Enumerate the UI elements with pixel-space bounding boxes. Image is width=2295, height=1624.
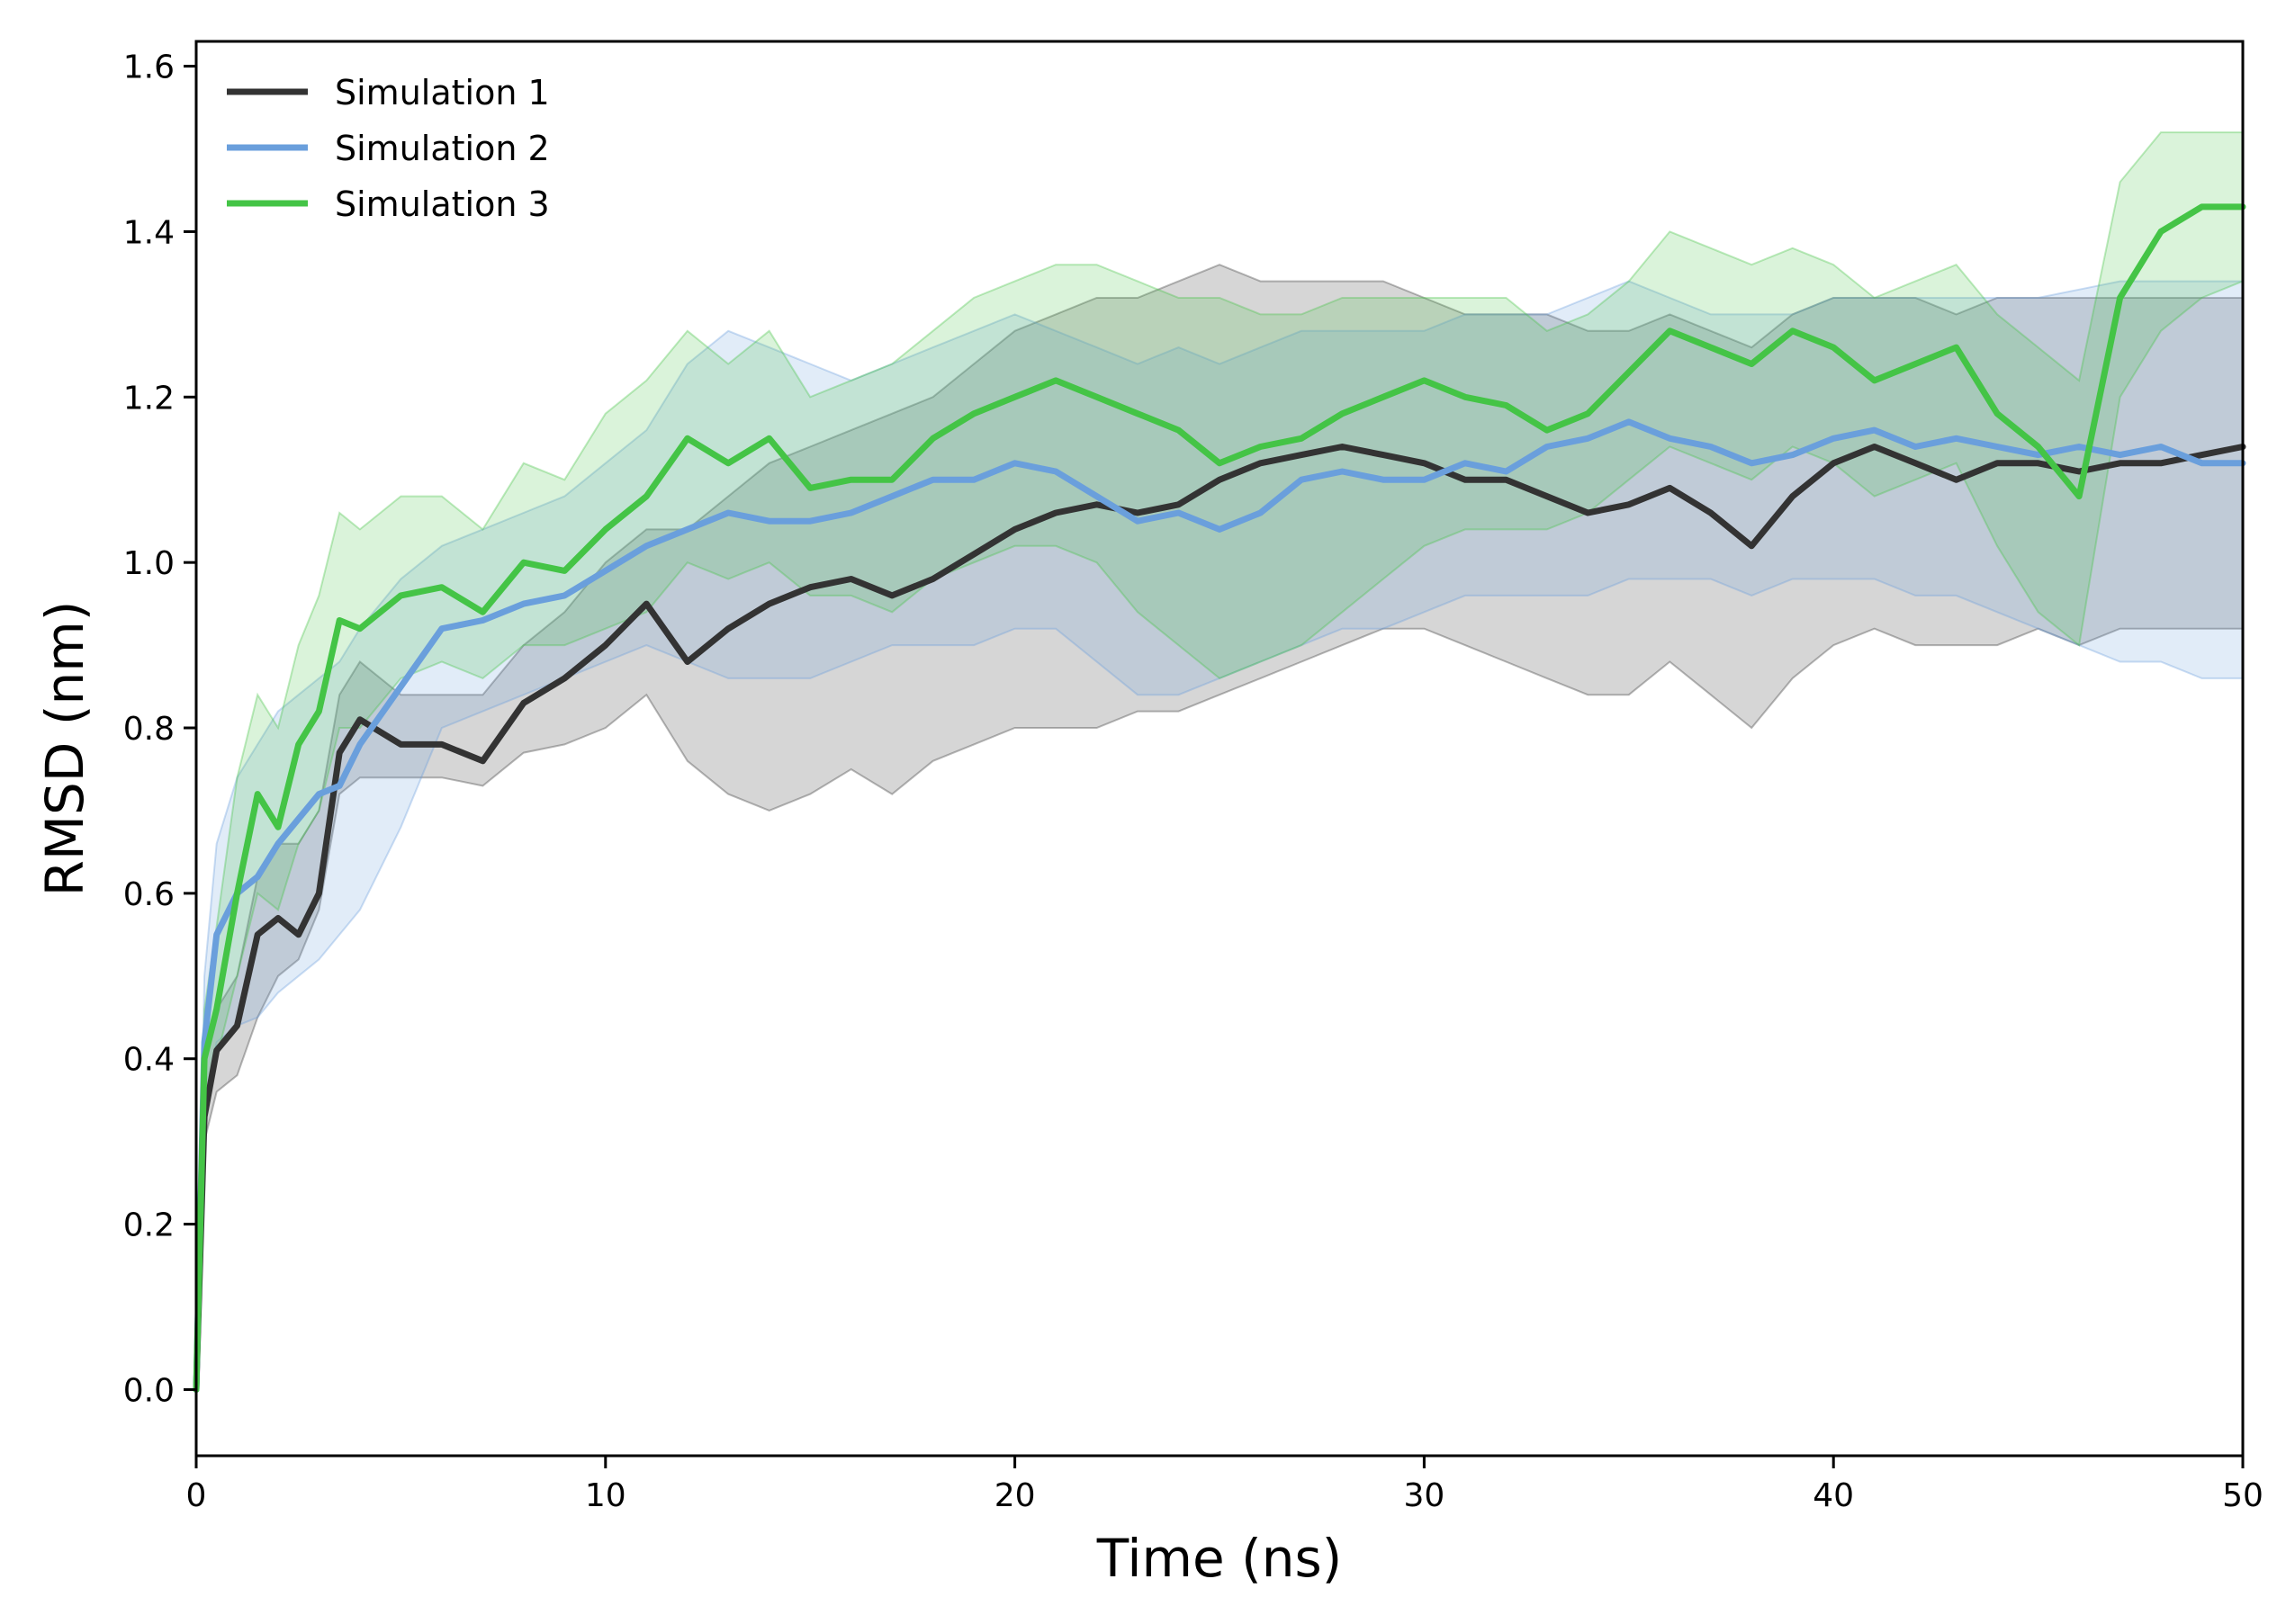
plot-frame <box>194 40 2245 1458</box>
y-tick-label: 1.6 <box>123 49 175 86</box>
legend: Simulation 1 Simulation 2 Simulation 3 <box>227 73 550 224</box>
legend-label: Simulation 2 <box>335 129 550 168</box>
y-tick-label: 1.4 <box>123 214 175 251</box>
x-tick-label: 50 <box>2222 1477 2264 1514</box>
y-axis-ticks: 0.0 0.2 0.4 0.6 0.8 1.0 1.2 1.4 1.6 <box>123 49 196 1409</box>
y-tick-label: 0.6 <box>123 876 175 913</box>
series-line <box>193 418 2246 1393</box>
y-axis-label: RMSD (nm) <box>34 601 95 897</box>
y-tick-label: 0.4 <box>123 1042 175 1079</box>
legend-label: Simulation 1 <box>335 73 550 112</box>
x-axis-ticks: 0 10 20 30 40 50 <box>186 1456 2264 1514</box>
x-tick-label: 40 <box>1813 1477 1854 1514</box>
x-tick-label: 10 <box>585 1477 626 1514</box>
x-tick-label: 0 <box>186 1477 207 1514</box>
series-lines <box>193 203 2246 1393</box>
legend-label: Simulation 3 <box>335 184 550 224</box>
y-tick-label: 1.2 <box>123 380 175 417</box>
x-tick-label: 20 <box>994 1477 1036 1514</box>
x-tick-label: 30 <box>1403 1477 1444 1514</box>
y-tick-label: 0.2 <box>123 1207 175 1244</box>
y-tick-label: 0.8 <box>123 711 175 748</box>
y-tick-label: 1.0 <box>123 545 175 582</box>
confidence-bands <box>195 131 2244 1390</box>
series-line <box>193 203 2246 1393</box>
y-tick-label: 0.0 <box>123 1372 175 1409</box>
x-axis-label: Time (ns) <box>1096 1528 1343 1589</box>
